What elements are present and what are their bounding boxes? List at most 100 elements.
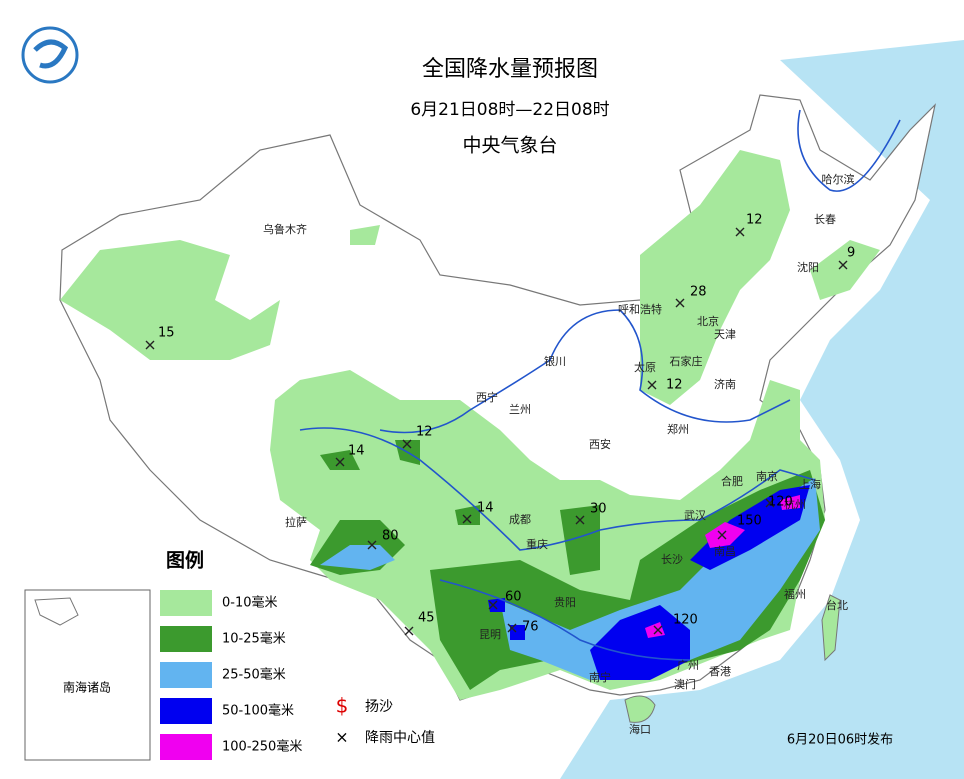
rain-area [488, 598, 505, 612]
logo-ring [21, 26, 79, 84]
legend-swatch [160, 734, 212, 760]
logo [21, 26, 79, 84]
rain-center-value: 60 [505, 590, 522, 605]
rain-area [705, 522, 745, 548]
city-label: 郑州 [667, 422, 689, 436]
city-label: 重庆 [526, 537, 548, 551]
issued: 6月20日06时发布 [787, 732, 893, 748]
city-label: 澳门 [674, 677, 696, 691]
rain-center-value: 9 [847, 246, 855, 261]
city-label: 广州 [677, 659, 699, 672]
city-label: 银川 [544, 354, 566, 368]
city-label: 武汉 [684, 509, 706, 522]
title: 全国降水量预报图 [422, 57, 598, 82]
city-label: 济南 [714, 377, 736, 391]
rain-area [810, 240, 880, 300]
city-label: 北京 [697, 314, 719, 328]
city-label: 天津 [714, 328, 736, 341]
rain-center-value: 30 [590, 502, 607, 517]
rain-center-value: 150 [737, 514, 762, 529]
city-label: 长春 [814, 213, 836, 226]
rain-center-value: 14 [477, 501, 494, 516]
legend-label: 0-10毫米 [222, 595, 278, 611]
city-label: 呼和浩特 [618, 302, 662, 316]
city-label: 香港 [709, 665, 731, 678]
rain-center-marker [335, 457, 345, 467]
city-label: 南昌 [714, 545, 736, 558]
rain-center-value: 12 [746, 213, 763, 228]
city-label: 长沙 [661, 553, 683, 566]
rain-area [320, 450, 360, 470]
city-label: 拉萨 [285, 515, 307, 529]
rain-center-value: 15 [158, 326, 175, 341]
rain-center-marker [367, 540, 377, 550]
city-label: 福州 [784, 587, 806, 601]
rain-area [590, 605, 690, 680]
rain-center-marker [575, 515, 585, 525]
rain-center-value: 80 [382, 529, 399, 544]
legend-label: 10-25毫米 [222, 631, 286, 647]
city-label: 南京 [756, 469, 778, 483]
legend-symbol-label: 扬沙 [365, 699, 393, 715]
legend-swatch [160, 590, 212, 616]
rain-center-marker [765, 498, 775, 508]
legend-symbol-label: 降雨中心值 [365, 730, 435, 746]
legend-symbol: $ [336, 694, 349, 718]
rain-center-value: 12 [416, 425, 433, 440]
city-label: 成都 [509, 513, 531, 526]
sea [560, 40, 964, 779]
logo-mark [33, 39, 69, 69]
rain-area [780, 495, 800, 510]
city-label: 西宁 [476, 390, 498, 404]
rain-area [500, 478, 820, 680]
legend-label: 100-250毫米 [222, 739, 302, 755]
city-label: 台北 [826, 598, 848, 612]
legend-symbol: × [335, 728, 348, 747]
rain-area [60, 240, 280, 360]
rain-center-marker [838, 260, 848, 270]
songhua [797, 109, 901, 192]
rain-area [645, 622, 665, 638]
rain-area [350, 225, 380, 245]
hainan [624, 695, 656, 723]
city-label: 杭州 [784, 497, 806, 511]
city-label: 太原 [634, 361, 656, 374]
rain-area [320, 545, 395, 570]
legend-label: 50-100毫米 [222, 703, 294, 719]
rain-center-marker [675, 298, 685, 308]
legend-swatch [160, 662, 212, 688]
rivers [299, 109, 901, 661]
city-label: 海口 [629, 722, 651, 736]
rain-center-value: 76 [522, 620, 539, 635]
rain-area [455, 505, 480, 525]
rain-area [510, 625, 525, 640]
rain-center-value: 120 [673, 613, 698, 628]
rain-center-value: 12 [666, 378, 683, 393]
rain-center-value: 14 [348, 444, 365, 459]
rain-center-value: 28 [690, 285, 707, 300]
rain-center-marker [488, 600, 498, 610]
rain-center-marker [402, 439, 412, 449]
city-label: 哈尔滨 [822, 172, 855, 186]
city-label: 沈阳 [797, 260, 819, 274]
rain-center-marker [717, 530, 727, 540]
rain-center-marker [145, 340, 155, 350]
city-label: 南宁 [589, 670, 611, 684]
rain-center-marker [404, 626, 414, 636]
city-label: 合肥 [721, 474, 743, 488]
yellow-river [379, 309, 791, 434]
legend-title: 图例 [166, 549, 204, 572]
rain-area [560, 505, 600, 575]
inset-coast [34, 597, 79, 626]
rain-center-marker [653, 625, 663, 635]
inset-label: 南海诸岛 [63, 680, 111, 695]
rain-area [640, 150, 790, 405]
rain-center-marker [735, 227, 745, 237]
yangtze [299, 427, 816, 551]
rain-center-marker [462, 514, 472, 524]
rain-center-marker [507, 623, 517, 633]
city-label: 西安 [589, 437, 611, 451]
taiwan [821, 594, 841, 662]
